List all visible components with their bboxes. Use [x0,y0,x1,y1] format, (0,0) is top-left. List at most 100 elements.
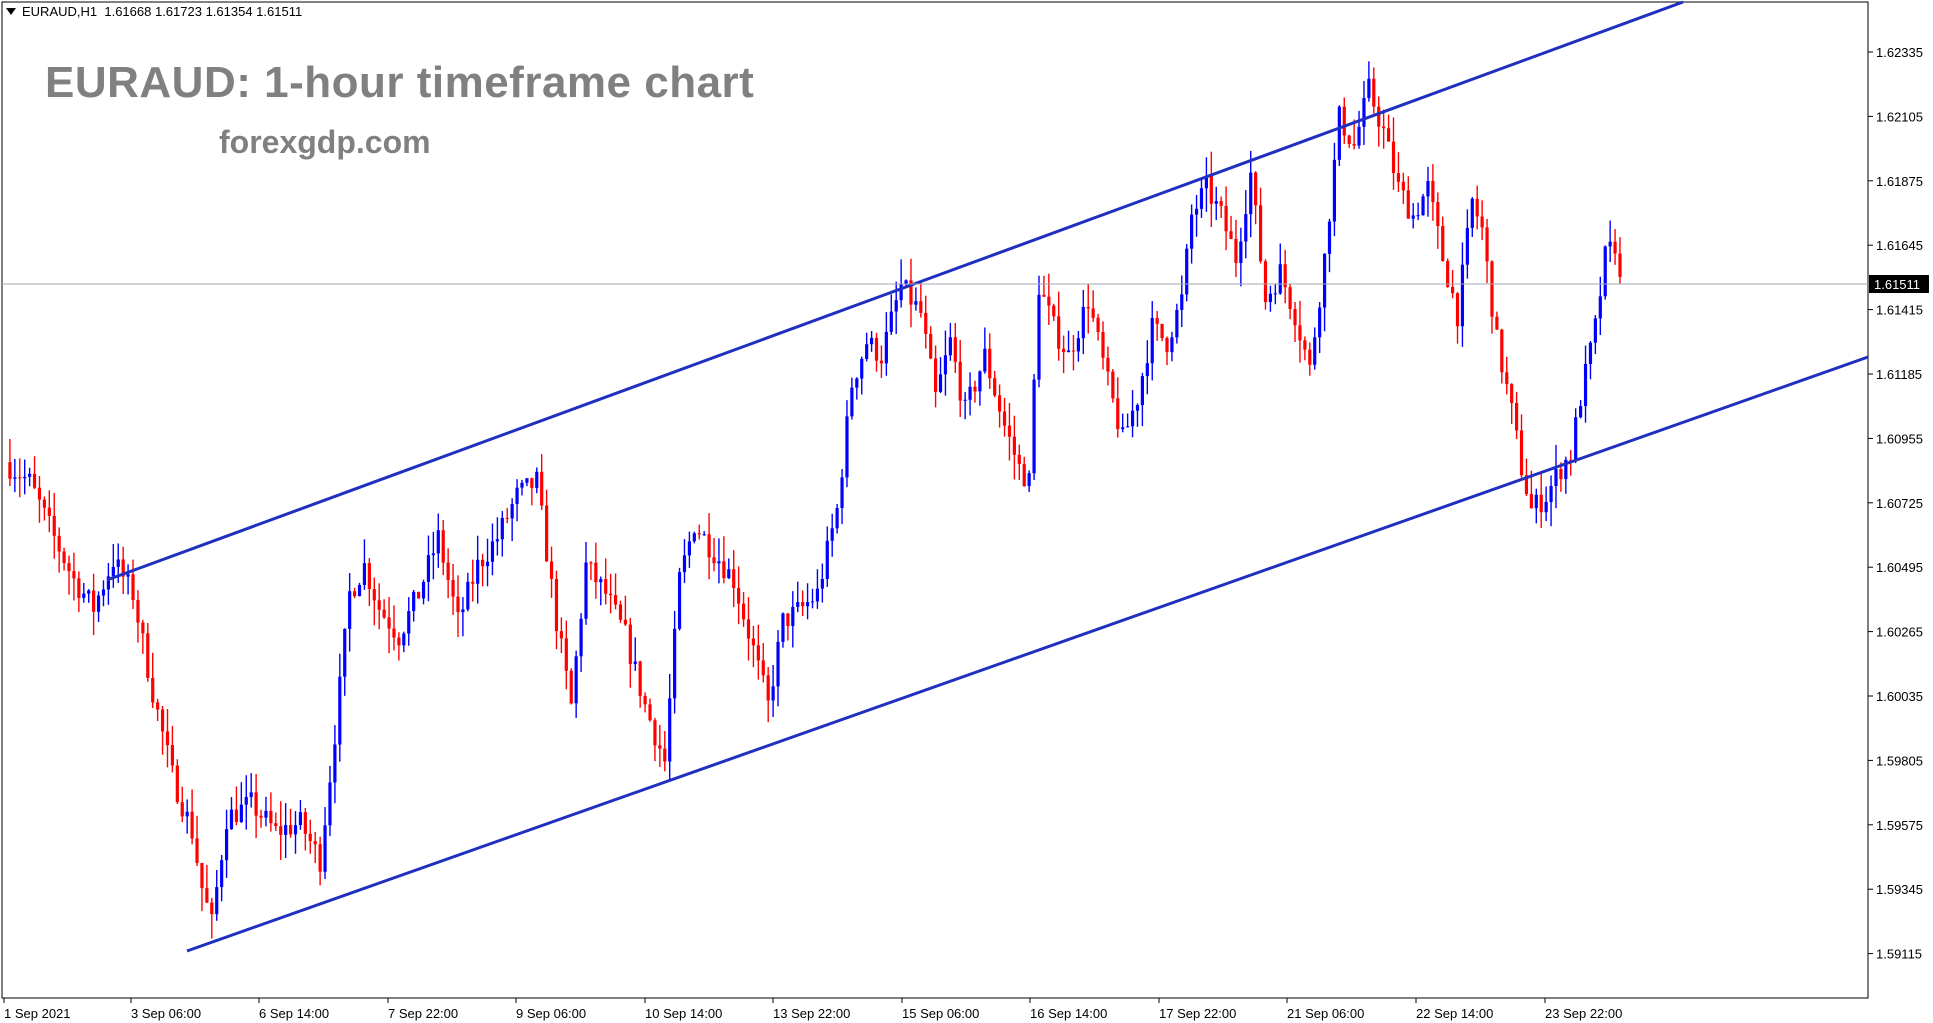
candle-bull [1027,473,1031,487]
candle-bear [200,862,204,889]
candle-bull [1357,126,1361,146]
chart-menu-icon[interactable] [6,8,16,15]
candle-bull [682,555,687,573]
candle-bull [1140,376,1144,406]
candle-bear [136,600,140,623]
candle-bull [702,534,706,536]
x-tick-label: 6 Sep 14:00 [259,1006,329,1021]
ohlc-values: 1.61668 1.61723 1.61354 1.61511 [104,4,303,19]
candle-bull [869,337,874,345]
candle-bear [1308,349,1312,365]
candle-bear [165,731,170,746]
candle-bull [1037,294,1041,380]
candle-bear [874,337,879,361]
candle-bear [1391,141,1396,174]
candle-bull [264,810,268,818]
candle-bear [1505,372,1509,385]
candle-bear [195,838,199,863]
candle-bear [953,337,957,362]
candle-bear [1386,128,1391,142]
candle-bull [1199,188,1204,209]
candle-bull [978,371,982,392]
candle-bull [673,628,677,699]
candle-bull [1564,459,1568,480]
candle-bull [348,591,352,629]
candle-bear [1254,172,1258,206]
y-tick-label: 1.60955 [1876,431,1923,446]
candle-bull [781,613,785,642]
candle-bear [32,473,37,488]
candle-bear [1042,294,1046,297]
candle-bear [37,487,42,500]
candle-bear [352,591,357,597]
candle-bull [1175,309,1179,338]
candle-bull [82,593,86,598]
candle-bull [796,602,800,607]
candle-bear [372,589,376,601]
candle-bull [1583,363,1588,407]
candle-bear [589,562,593,564]
candle-bear [1539,494,1543,513]
candle-bear [234,809,239,823]
candle-bull [436,530,440,554]
candle-bull [1268,293,1273,303]
y-tick-label: 1.61645 [1876,238,1923,253]
x-tick-label: 22 Sep 14:00 [1416,1006,1493,1021]
candle-bear [1475,198,1479,217]
candle-bull [1460,264,1465,327]
x-tick-label: 23 Sep 22:00 [1545,1006,1622,1021]
candle-bear [1303,340,1307,350]
candle-bear [190,811,194,839]
candle-bear [1224,205,1228,232]
y-tick-label: 1.60265 [1876,625,1923,640]
candle-bear [628,624,632,664]
candle-bull [727,569,731,579]
candle-bull [889,311,893,332]
candle-bull [1598,296,1602,319]
candle-bull [1194,208,1199,215]
candlestick-series [8,61,1622,939]
candle-bull [1121,427,1125,430]
candle-bull [421,581,426,599]
candle-bear [382,609,386,618]
candle-bear [919,301,923,313]
candle-bull [1603,246,1607,297]
candle-bear [1500,329,1504,373]
candle-bull [500,517,504,540]
candle-bull [983,348,987,372]
y-tick-label: 1.59345 [1876,882,1923,897]
candle-bull [116,559,120,567]
y-tick-label: 1.59805 [1876,753,1923,768]
candle-bear [801,602,805,607]
candle-bear [62,551,66,564]
candle-bear [1288,287,1292,309]
candle-bull [963,399,967,401]
candle-bear [638,661,642,696]
candle-bear [180,802,184,817]
candle-bear [441,530,445,563]
candle-bear [1352,143,1356,146]
candle-bear [1401,181,1405,191]
candle-bear [993,378,997,396]
candle-bull [28,473,32,477]
candle-bull [1135,405,1140,411]
candle-bull [899,283,903,301]
candle-bear [1071,350,1076,352]
candle-bear [1052,305,1056,317]
candle-bull [633,661,637,664]
candle-bear [1160,323,1164,338]
candle-bear [1057,316,1061,349]
candle-bull [815,588,820,602]
candle-bear [1450,287,1455,294]
candle-bull [1204,175,1209,189]
candle-bull [717,561,721,564]
candle-bear [146,633,150,678]
candle-bear [160,709,165,732]
candle-bear [308,833,312,842]
candle-bull [904,280,908,284]
candle-bull [1249,172,1253,215]
y-tick-label: 1.61185 [1876,367,1922,382]
candle-bull [677,572,682,629]
candle-bear [1436,202,1440,227]
